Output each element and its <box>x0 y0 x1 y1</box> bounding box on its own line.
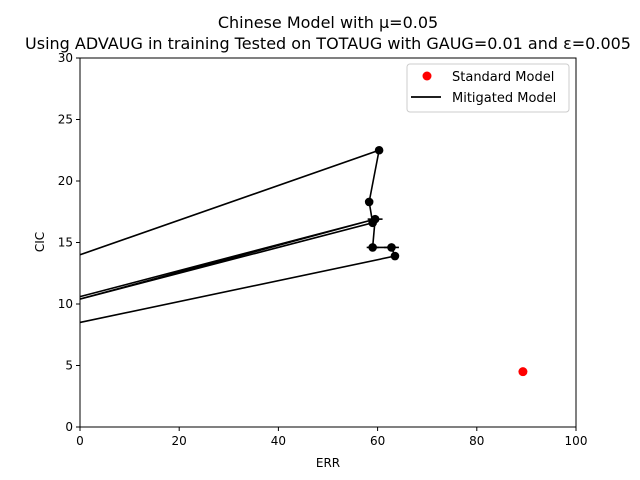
mitigated-model-point <box>374 145 384 155</box>
mitigated-model-point <box>390 251 400 261</box>
legend: Standard Model Mitigated Model <box>406 63 570 113</box>
x-tick-label: 20 <box>172 434 187 448</box>
legend-label-standard-model: Standard Model <box>452 70 554 85</box>
y-tick-label: 30 <box>58 51 73 65</box>
y-tick-label: 25 <box>58 113 73 127</box>
x-axis-label: ERR <box>316 456 340 470</box>
y-tick-label: 20 <box>58 174 73 188</box>
legend-label-mitigated-model: Mitigated Model <box>452 91 556 106</box>
mitigated-model-point <box>364 197 374 207</box>
standard-model-point <box>518 367 528 377</box>
axis-ticks: 0 20 40 60 80 100 0 5 10 15 20 25 30 <box>58 51 588 448</box>
x-tick-label: 0 <box>76 434 84 448</box>
x-tick-label: 80 <box>469 434 484 448</box>
legend-frame <box>406 63 570 113</box>
y-axis-label: CIC <box>33 232 47 252</box>
mitigated-model-point <box>387 243 396 252</box>
y-tick-label: 5 <box>65 359 73 373</box>
mitigated-model-point <box>368 218 377 228</box>
chart-title-line1: Chinese Model with μ=0.05 <box>218 13 438 32</box>
y-tick-label: 10 <box>58 297 73 311</box>
x-tick-label: 60 <box>370 434 385 448</box>
legend-marker-standard-model <box>422 71 432 81</box>
x-tick-label: 100 <box>565 434 588 448</box>
mitigated-model-point <box>368 243 377 252</box>
y-tick-label: 15 <box>58 236 73 250</box>
x-tick-label: 40 <box>271 434 286 448</box>
y-tick-label: 0 <box>65 420 73 434</box>
plot-area <box>79 145 528 377</box>
chart-title-line2: Using ADVAUG in training Tested on TOTAU… <box>25 34 631 53</box>
